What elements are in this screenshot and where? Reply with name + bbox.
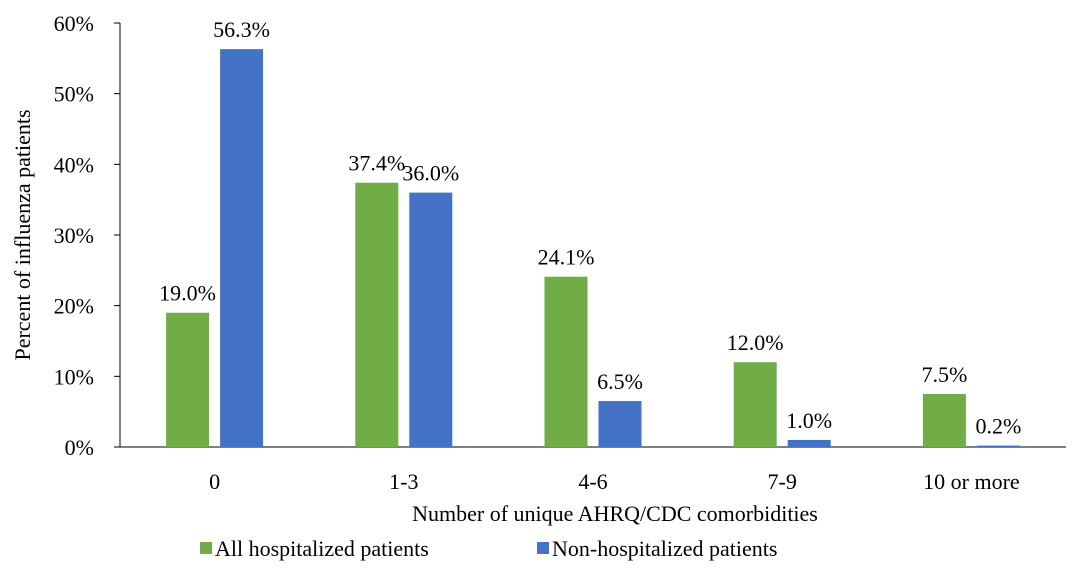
bar	[976, 445, 1020, 447]
value-label: 6.5%	[597, 369, 643, 394]
value-label: 12.0%	[727, 330, 784, 355]
bar	[220, 49, 264, 447]
legend-label: Non-hospitalized patients	[552, 536, 777, 561]
value-label: 19.0%	[159, 281, 216, 306]
x-tick-label: 7-9	[768, 469, 797, 494]
x-tick-label: 4-6	[578, 469, 607, 494]
bar	[598, 401, 642, 447]
y-tick-label: 60%	[54, 11, 94, 36]
value-label: 56.3%	[213, 17, 270, 42]
bar	[544, 276, 588, 447]
y-tick-label: 10%	[54, 364, 94, 389]
y-axis-title: Percent of influenza patients	[10, 109, 35, 360]
legend-swatch	[200, 542, 212, 554]
x-tick-label: 0	[209, 469, 220, 494]
x-axis-title: Number of unique AHRQ/CDC comorbidities	[412, 501, 818, 526]
y-tick-label: 0%	[65, 435, 94, 460]
bar	[787, 439, 831, 447]
legend-label: All hospitalized patients	[215, 536, 429, 561]
y-tick-label: 30%	[54, 223, 94, 248]
y-tick-label: 50%	[54, 82, 94, 107]
bar	[409, 192, 453, 447]
value-label: 36.0%	[402, 161, 459, 186]
value-label: 1.0%	[786, 408, 832, 433]
value-label: 0.2%	[975, 414, 1021, 439]
y-tick-label: 20%	[54, 294, 94, 319]
bar	[922, 394, 966, 447]
legend-swatch	[537, 542, 549, 554]
bar	[733, 362, 777, 447]
value-label: 24.1%	[538, 245, 595, 270]
value-label: 7.5%	[921, 362, 967, 387]
x-tick-label: 10 or more	[923, 469, 1020, 494]
bar	[355, 182, 399, 447]
value-label: 37.4%	[348, 151, 405, 176]
y-tick-label: 40%	[54, 152, 94, 177]
x-tick-label: 1-3	[389, 469, 418, 494]
bar	[166, 312, 210, 447]
